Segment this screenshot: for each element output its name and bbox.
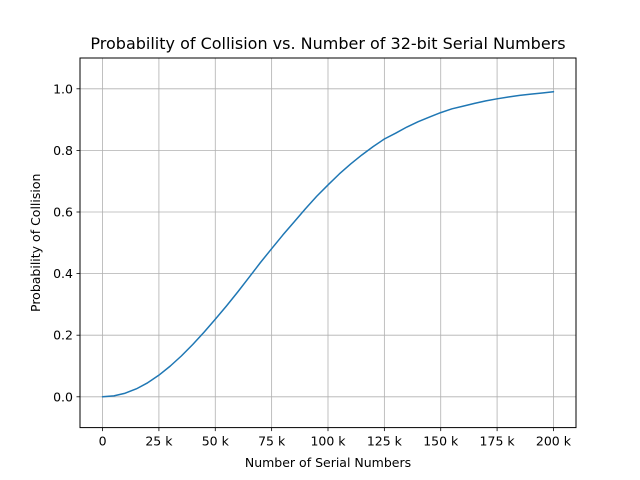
x-tick-label: 125 k bbox=[367, 434, 403, 449]
x-tick-label: 25 k bbox=[145, 434, 173, 449]
x-axis-label: Number of Serial Numbers bbox=[245, 455, 411, 470]
ticks: 0 25 k 50 k 75 k 100 k 125 k 150 k 175 k 200 k 0.… bbox=[53, 81, 572, 448]
x-tick-label: 50 k bbox=[202, 434, 230, 449]
x-tick-label: 150 k bbox=[423, 434, 459, 449]
grid bbox=[80, 58, 576, 428]
y-tick-label: 0.6 bbox=[53, 205, 73, 220]
y-axis-label: Probability of Collision bbox=[28, 174, 43, 312]
y-tick-label: 0.4 bbox=[53, 266, 73, 281]
y-tick-label: 0.2 bbox=[53, 328, 73, 343]
chart-title: Probability of Collision vs. Number of 3… bbox=[90, 34, 565, 53]
x-tick-label: 100 k bbox=[310, 434, 346, 449]
series-layer bbox=[101, 91, 555, 398]
x-tick-label: 200 k bbox=[536, 434, 572, 449]
x-tick-label: 0 bbox=[99, 434, 107, 449]
y-tick-label: 0.8 bbox=[53, 143, 73, 158]
x-tick-label: 75 k bbox=[258, 434, 286, 449]
y-tick-label: 1.0 bbox=[53, 81, 73, 96]
x-tick-label: 175 k bbox=[480, 434, 516, 449]
y-tick-label: 0.0 bbox=[53, 389, 73, 404]
series-line bbox=[101, 91, 555, 398]
